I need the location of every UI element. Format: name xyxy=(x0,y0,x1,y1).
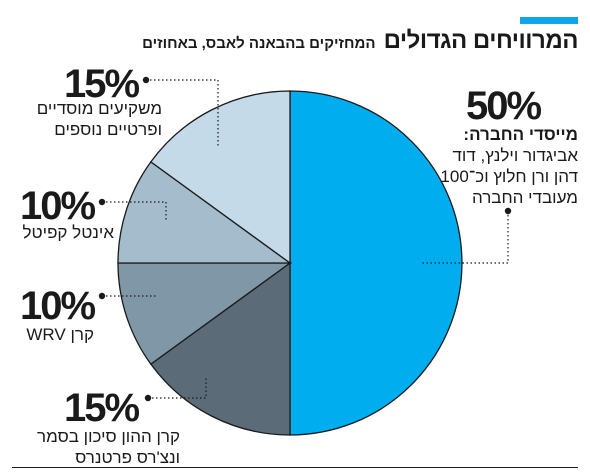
slice-label: משקיעים מוסדיים ופרטיים נוספים xyxy=(37,98,162,140)
leader-line xyxy=(420,211,509,264)
slice-percent: 10% xyxy=(20,284,96,328)
slice-label-line: דהן ורן חלוץ וכ־100 xyxy=(440,167,578,186)
slice-label: קרן WRV xyxy=(26,324,94,345)
leader-dot xyxy=(142,76,150,84)
slice-percent: 50% xyxy=(466,84,542,128)
chart-subtitle: המחזיקים בהבאנה לאבס, באחוזים xyxy=(142,35,376,52)
slice-label-line: קרן WRV xyxy=(26,325,94,344)
leader-lines xyxy=(98,76,512,402)
chart-title: המרוויחים הגדולים xyxy=(383,27,579,54)
pie-slice xyxy=(117,160,293,264)
bottom-rule xyxy=(12,467,578,468)
pie-slice xyxy=(289,90,463,436)
pie-slice xyxy=(149,261,291,436)
leader-dot xyxy=(98,292,106,300)
slice-label-line: אביגדור וילנץ, דוד xyxy=(452,146,578,165)
slice-label-line: משקיעים מוסדיים xyxy=(36,99,162,118)
pie-slice xyxy=(149,90,291,265)
accent-bar xyxy=(520,17,578,24)
slice-label-line: מעובדי החברה xyxy=(471,188,578,207)
slice-percent: 15% xyxy=(64,386,140,430)
title-row: המרוויחים הגדולים המחזיקים בהבאנה לאבס, … xyxy=(142,27,578,55)
slice-label: אינטל קפיטל xyxy=(23,222,114,243)
leader-dot xyxy=(504,207,512,215)
slice-percent: 10% xyxy=(20,184,96,228)
slice-label-line: קרן ההון סיכון בסמר xyxy=(37,427,180,446)
slice-label-line: ופרטיים נוספים xyxy=(54,120,162,139)
slice-label-line: ונצ'רס פרטנרס xyxy=(75,448,180,467)
leader-dot xyxy=(98,198,106,206)
pie-slices xyxy=(117,90,463,436)
slice-label-line: אינטל קפיטל xyxy=(22,223,114,242)
slice-label: מייסדי החברה: אביגדור וילנץ, דוד דהן ורן ח… xyxy=(440,124,578,208)
leader-line xyxy=(102,201,167,222)
slice-label-title: מייסדי החברה: xyxy=(463,125,578,144)
leader-dot xyxy=(144,394,152,402)
leader-line xyxy=(146,79,219,146)
slice-percent: 15% xyxy=(64,62,140,106)
pie-slice xyxy=(117,262,293,366)
slice-label: קרן ההון סיכון בסמר ונצ'רס פרטנרס xyxy=(37,426,180,468)
